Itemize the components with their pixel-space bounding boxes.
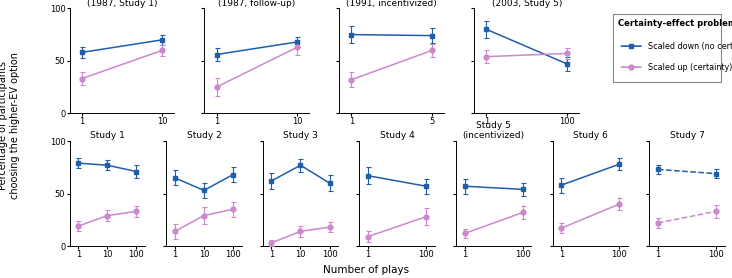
Title: Keren
(1991, incentivized): Keren (1991, incentivized) [346, 0, 437, 8]
Text: Scaled up (certainty): Scaled up (certainty) [649, 63, 732, 72]
Title: Keren &
Wagenaar
(1987, Study 1): Keren & Wagenaar (1987, Study 1) [87, 0, 157, 8]
Title: Study 5
(incentivized): Study 5 (incentivized) [463, 121, 525, 140]
Title: Barron & Erev
(2003, Study 5): Barron & Erev (2003, Study 5) [492, 0, 562, 8]
Text: Number of plays: Number of plays [323, 265, 409, 275]
Bar [613, 14, 721, 82]
Title: Study 2: Study 2 [187, 131, 221, 140]
Title: Study 1: Study 1 [90, 131, 124, 140]
Title: Study 7: Study 7 [670, 131, 704, 140]
Title: Study 6: Study 6 [573, 131, 608, 140]
Text: Certainty-effect problem: Certainty-effect problem [619, 19, 732, 28]
Title: Study 4: Study 4 [380, 131, 414, 140]
Title: Keren &
Wagenaar
(1987, follow-up): Keren & Wagenaar (1987, follow-up) [218, 0, 296, 8]
Title: Study 3: Study 3 [283, 131, 318, 140]
Text: Scaled down (no certainty): Scaled down (no certainty) [649, 42, 732, 51]
Text: Percentage of participants
choosing the higher-EV option: Percentage of participants choosing the … [0, 52, 20, 198]
